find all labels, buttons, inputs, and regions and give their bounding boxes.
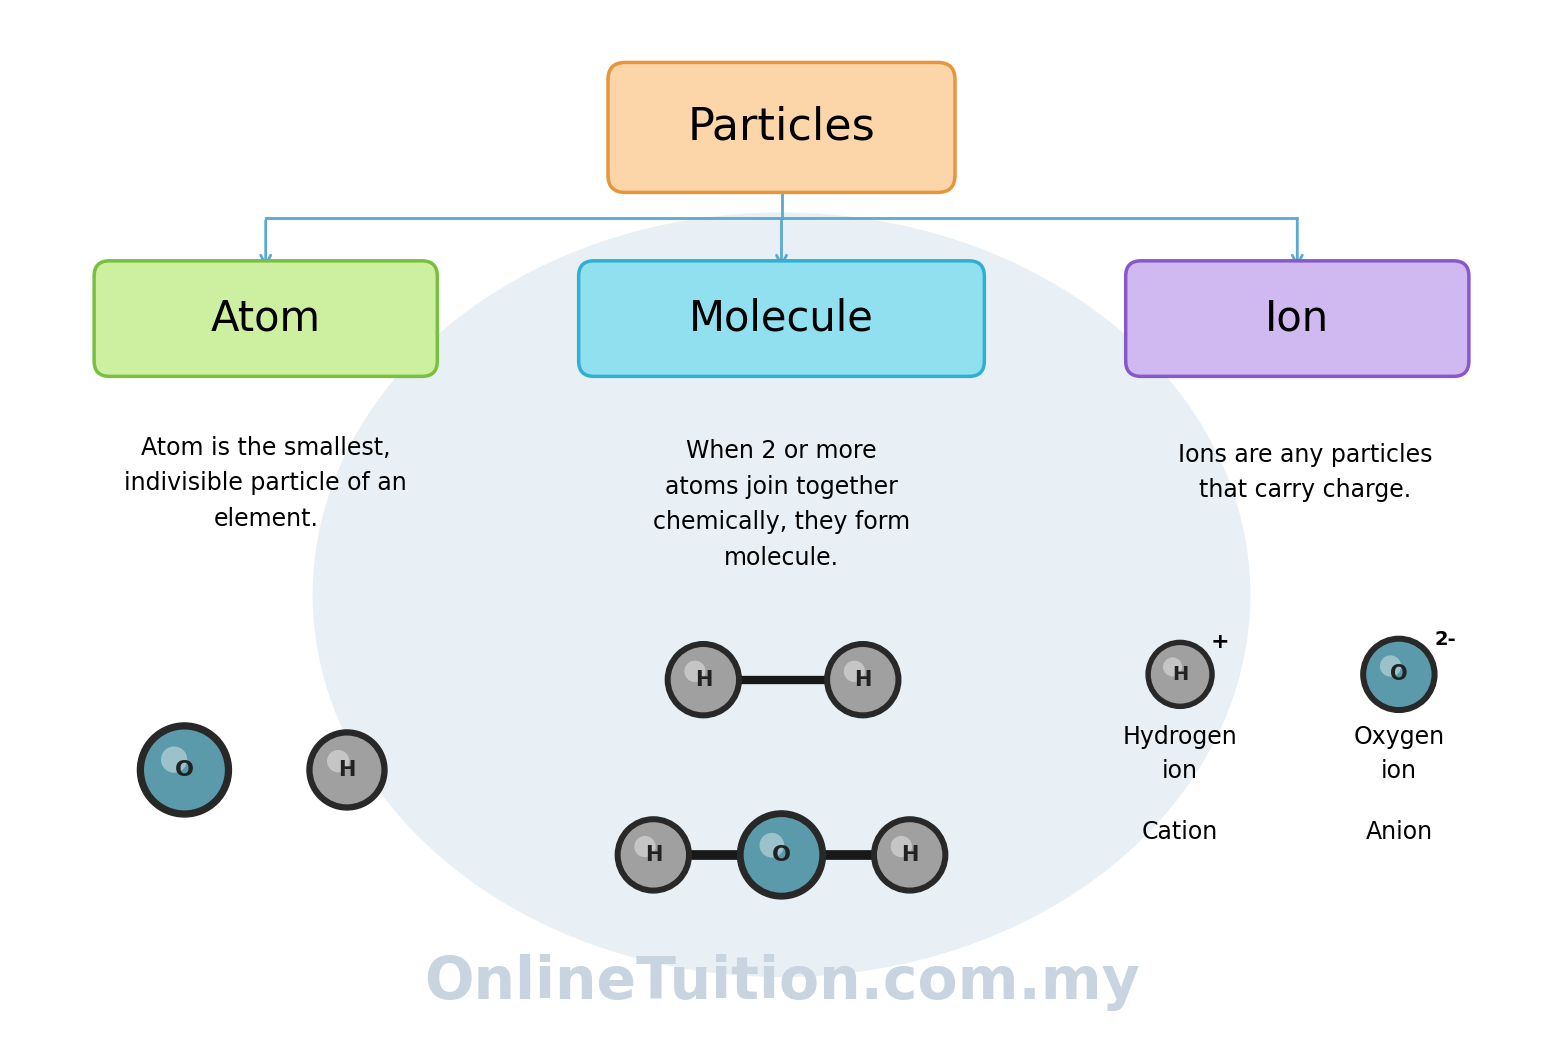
Circle shape [760, 833, 785, 857]
Circle shape [1366, 641, 1432, 707]
Circle shape [616, 817, 691, 893]
Circle shape [891, 836, 911, 857]
Circle shape [671, 647, 736, 713]
Text: When 2 or more
atoms join together
chemically, they form
molecule.: When 2 or more atoms join together chemi… [653, 440, 910, 569]
Circle shape [744, 817, 819, 893]
Circle shape [327, 750, 350, 772]
Circle shape [621, 822, 686, 888]
FancyBboxPatch shape [94, 261, 438, 376]
Circle shape [138, 723, 231, 817]
Text: H: H [1172, 665, 1188, 684]
Circle shape [1146, 640, 1214, 708]
FancyBboxPatch shape [1125, 261, 1469, 376]
Text: Ions are any particles
that carry charge.: Ions are any particles that carry charge… [1179, 443, 1432, 502]
Text: Ion: Ion [1264, 297, 1330, 340]
Circle shape [872, 817, 947, 893]
Text: Anion: Anion [1366, 820, 1432, 843]
Circle shape [666, 641, 741, 718]
Circle shape [825, 641, 900, 718]
FancyBboxPatch shape [578, 261, 985, 376]
Text: H: H [338, 760, 356, 780]
Text: 2-: 2- [1435, 630, 1455, 649]
Circle shape [1380, 655, 1400, 676]
Circle shape [306, 730, 388, 810]
FancyBboxPatch shape [608, 63, 955, 192]
Circle shape [685, 661, 705, 682]
Circle shape [1150, 645, 1210, 704]
Text: Oxygen
ion: Oxygen ion [1354, 725, 1444, 783]
Circle shape [830, 647, 896, 713]
Text: Molecule: Molecule [689, 297, 874, 340]
Text: Atom: Atom [211, 297, 320, 340]
Text: OnlineTuition.com.my: OnlineTuition.com.my [424, 954, 1139, 1011]
Text: +: + [1211, 632, 1230, 652]
Text: Cation: Cation [1143, 820, 1218, 843]
Circle shape [1361, 636, 1436, 713]
Circle shape [161, 747, 188, 773]
Text: O: O [772, 845, 791, 864]
Circle shape [313, 736, 381, 804]
Text: H: H [694, 670, 713, 689]
Circle shape [635, 836, 655, 857]
Text: H: H [853, 670, 872, 689]
Circle shape [844, 661, 864, 682]
Text: Particles: Particles [688, 106, 875, 149]
Text: Atom is the smallest,
indivisible particle of an
element.: Atom is the smallest, indivisible partic… [125, 435, 406, 531]
Circle shape [877, 822, 942, 888]
Circle shape [738, 811, 825, 898]
Circle shape [144, 730, 225, 810]
Text: O: O [175, 760, 194, 780]
Circle shape [1163, 657, 1182, 676]
Text: Hydrogen
ion: Hydrogen ion [1122, 725, 1238, 783]
Text: O: O [1390, 665, 1408, 684]
Text: H: H [900, 845, 919, 864]
Text: H: H [644, 845, 663, 864]
Ellipse shape [313, 212, 1250, 977]
